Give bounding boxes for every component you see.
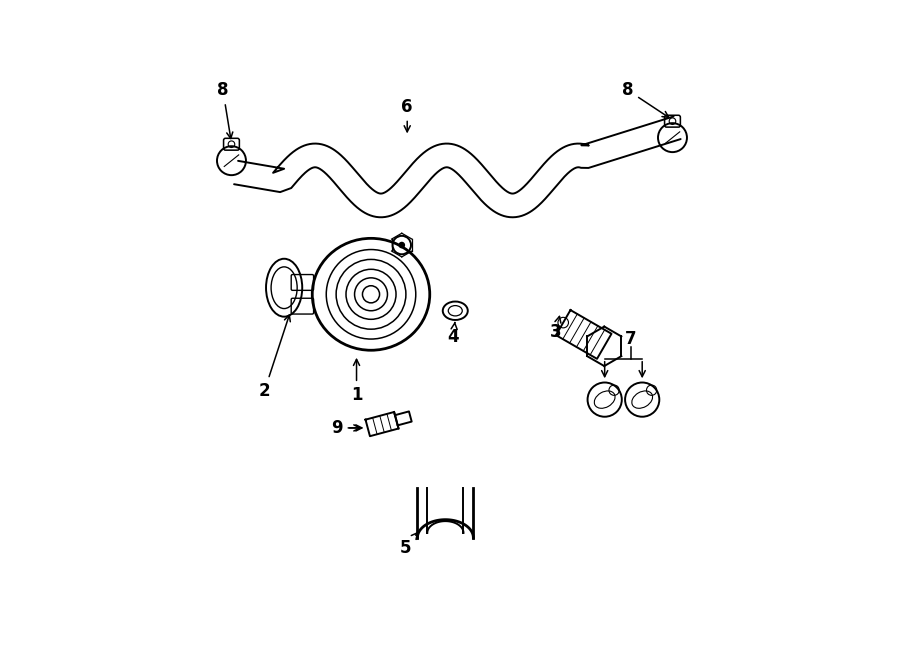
Text: 5: 5 xyxy=(400,533,418,557)
Text: 2: 2 xyxy=(258,315,291,400)
Text: 3: 3 xyxy=(550,317,561,342)
Text: 9: 9 xyxy=(331,419,360,437)
Text: 8: 8 xyxy=(622,81,669,118)
Text: 7: 7 xyxy=(626,330,637,348)
Text: 6: 6 xyxy=(401,98,413,132)
Text: 8: 8 xyxy=(217,81,233,138)
Circle shape xyxy=(400,243,404,248)
Text: 1: 1 xyxy=(351,360,363,404)
Text: 4: 4 xyxy=(447,323,459,346)
